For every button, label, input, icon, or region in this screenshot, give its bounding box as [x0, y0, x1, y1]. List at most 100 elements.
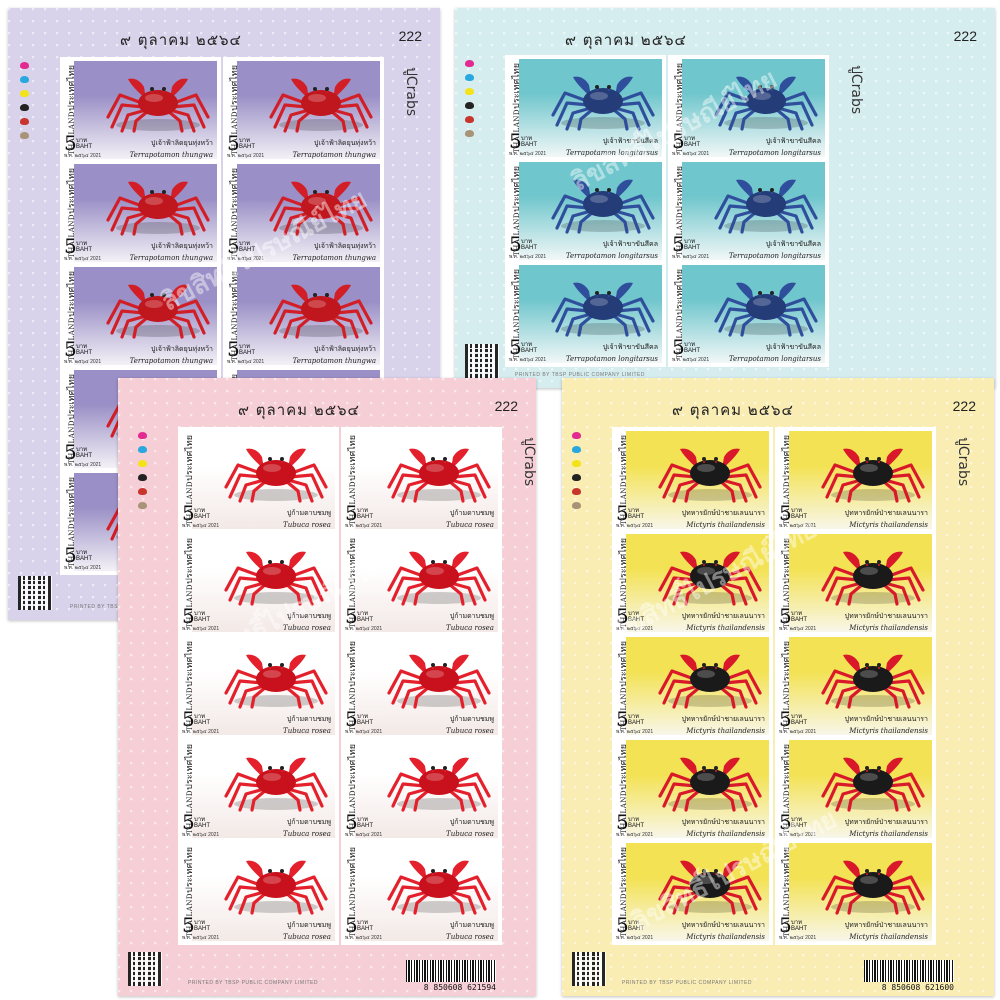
- stamp-image: [626, 843, 769, 941]
- face-value: 5: [182, 707, 195, 731]
- face-value: 5: [182, 604, 195, 628]
- country-name-thai: ประเทศไทย: [230, 270, 240, 317]
- sheet-number: 222: [953, 28, 977, 44]
- stamp-image: [626, 431, 769, 529]
- crab-scientific-name: Terrapotamon longitarsus: [565, 355, 658, 363]
- country-name-thai: ประเทศไทย: [348, 434, 358, 481]
- barcode-number: 8 850608 621600: [881, 983, 954, 992]
- face-value: 5: [227, 234, 240, 258]
- face-value: 5: [64, 234, 77, 258]
- crab-common-name: ปูเจ้าฟ้าขาขันสีคล: [765, 240, 821, 248]
- crab-illustration: [387, 654, 491, 709]
- country-name-thai: ประเทศไทย: [782, 434, 792, 481]
- stamp-image: [682, 265, 825, 363]
- face-value: 5: [509, 335, 522, 359]
- currency-thai: บาท: [684, 135, 696, 142]
- stamp-image: [789, 637, 932, 735]
- crab-illustration: [106, 284, 210, 339]
- stamp-image: [237, 61, 380, 159]
- crab-common-name: ปูเจ้าฟ้าลิดยุนทุ่งหว้า: [151, 139, 213, 147]
- currency-english: BAHT: [76, 453, 93, 460]
- registration-crab-icon: [465, 60, 474, 67]
- currency-thai: บาท: [194, 713, 206, 720]
- issue-date: ๙ ตุลาคม ๒๕๖๔: [238, 401, 360, 419]
- face-value: 5: [779, 707, 792, 731]
- crab-common-name: ปูทหารยักษ์ป่าชายเลนนารา: [844, 612, 928, 620]
- crab-illustration: [658, 860, 762, 915]
- stamp-image: [192, 843, 335, 941]
- stamp-image: [355, 431, 498, 529]
- country-name-thai: ประเทศไทย: [67, 167, 77, 214]
- stamp-sheet-yellow: ๙ ตุลาคม ๒๕๖๔ 222 ปูCrabs ประเทศไทย THAILAND…: [562, 378, 994, 996]
- currency-thai: บาท: [628, 610, 640, 617]
- issue-year: พ.ศ. ๒๕๖๔ 2021: [182, 523, 220, 529]
- crab-illustration: [551, 76, 655, 131]
- face-value: 5: [616, 810, 629, 834]
- country-name-thai: ประเทศไทย: [67, 373, 77, 420]
- face-value: 5: [779, 913, 792, 937]
- crab-illustration: [551, 282, 655, 337]
- currency-english: BAHT: [357, 823, 374, 830]
- currency-thai: บาท: [791, 816, 803, 823]
- printer-credit: PRINTED BY TBSP PUBLIC COMPANY LIMITED: [622, 980, 752, 986]
- stamp-sheet-blue: ๙ ตุลาคม ๒๕๖๔ 222 ปูCrabs ประเทศไทย THAILAND…: [455, 8, 995, 388]
- sheet-number: 222: [494, 398, 518, 414]
- face-value: 5: [182, 810, 195, 834]
- crab-scientific-name: Terrapotamon longitarsus: [565, 252, 658, 260]
- crab-common-name: ปูก้ามดาบชมพู: [286, 509, 331, 517]
- issue-year: พ.ศ. ๒๕๖๔ 2021: [345, 729, 383, 735]
- currency-english: BAHT: [521, 348, 538, 355]
- currency-english: BAHT: [628, 823, 645, 830]
- registration-crab-icon: [138, 488, 147, 495]
- country-name-thai: ประเทศไทย: [512, 268, 522, 315]
- registration-crab-icon: [572, 502, 581, 509]
- currency-english: BAHT: [791, 617, 808, 624]
- face-value: 5: [182, 501, 195, 525]
- face-value: 5: [227, 131, 240, 155]
- crab-scientific-name: Terrapotamon thungwa: [292, 254, 376, 262]
- crab-illustration: [658, 654, 762, 709]
- face-value: 5: [672, 232, 685, 256]
- crab-illustration: [224, 551, 328, 606]
- face-value: 5: [672, 129, 685, 153]
- country-name-thai: ประเทศไทย: [782, 640, 792, 687]
- crab-common-name: ปูก้ามดาบชมพู: [449, 612, 494, 620]
- issue-year: พ.ศ. ๒๕๖๔ 2021: [616, 523, 654, 529]
- issue-year: พ.ศ. ๒๕๖๔ 2021: [182, 832, 220, 838]
- barcode: [406, 960, 496, 982]
- currency-thai: บาท: [791, 919, 803, 926]
- country-name-thai: ประเทศไทย: [348, 640, 358, 687]
- currency-english: BAHT: [628, 926, 645, 933]
- currency-thai: บาท: [357, 919, 369, 926]
- currency-english: BAHT: [76, 247, 93, 254]
- crab-scientific-name: Mictyris thailandensis: [686, 521, 765, 529]
- issue-year: พ.ศ. ๒๕๖๔ 2021: [616, 626, 654, 632]
- issue-year: พ.ศ. ๒๕๖๔ 2021: [182, 729, 220, 735]
- stamp-image: [192, 637, 335, 735]
- issue-year: พ.ศ. ๒๕๖๔ 2021: [779, 729, 817, 735]
- crab-common-name: ปูทหารยักษ์ป่าชายเลนนารา: [681, 509, 765, 517]
- registration-crab-icon: [465, 116, 474, 123]
- crab-illustration: [387, 860, 491, 915]
- currency-english: BAHT: [357, 514, 374, 521]
- crab-scientific-name: Mictyris thailandensis: [849, 521, 928, 529]
- crab-scientific-name: Terrapotamon longitarsus: [728, 355, 821, 363]
- crab-scientific-name: Mictyris thailandensis: [849, 830, 928, 838]
- country-name-thai: ประเทศไทย: [675, 165, 685, 212]
- stamp-image: [192, 740, 335, 838]
- face-value: 5: [64, 337, 77, 361]
- registration-crab-icon: [465, 74, 474, 81]
- currency-english: BAHT: [239, 350, 256, 357]
